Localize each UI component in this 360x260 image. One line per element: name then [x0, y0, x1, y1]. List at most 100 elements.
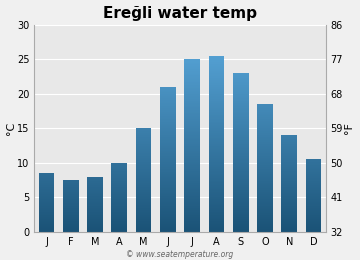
Bar — [233, 117, 249, 118]
Bar — [63, 231, 78, 232]
Bar — [257, 131, 273, 132]
Bar — [233, 138, 249, 139]
Bar — [208, 140, 224, 141]
Bar — [160, 91, 176, 92]
Bar — [87, 222, 103, 223]
Bar — [208, 204, 224, 205]
Bar — [233, 133, 249, 134]
Bar — [282, 213, 297, 214]
Bar — [208, 197, 224, 198]
Bar — [184, 209, 200, 210]
Bar — [257, 124, 273, 125]
Bar — [233, 193, 249, 194]
Bar — [208, 205, 224, 206]
Bar — [306, 228, 321, 229]
Bar — [184, 129, 200, 130]
Bar — [184, 81, 200, 82]
Bar — [160, 169, 176, 170]
Bar — [184, 119, 200, 120]
Bar — [39, 219, 54, 220]
Bar — [87, 208, 103, 209]
Bar — [257, 186, 273, 187]
Bar — [87, 221, 103, 222]
Bar — [257, 136, 273, 137]
Bar — [208, 195, 224, 196]
Bar — [184, 82, 200, 83]
Bar — [282, 223, 297, 224]
Bar — [257, 205, 273, 206]
Bar — [257, 156, 273, 157]
Bar — [136, 188, 152, 189]
Bar — [306, 208, 321, 209]
Bar — [160, 211, 176, 212]
Bar — [282, 224, 297, 225]
Bar — [136, 163, 152, 164]
Bar — [282, 187, 297, 188]
Bar — [233, 168, 249, 169]
Bar — [87, 202, 103, 203]
Bar — [63, 204, 78, 205]
Bar — [160, 130, 176, 131]
Bar — [160, 106, 176, 107]
Bar — [257, 123, 273, 124]
Bar — [184, 164, 200, 165]
Bar — [208, 168, 224, 169]
Bar — [160, 209, 176, 210]
Bar — [184, 161, 200, 162]
Bar — [63, 193, 78, 194]
Bar — [306, 220, 321, 221]
Bar — [233, 141, 249, 142]
Bar — [282, 178, 297, 179]
Bar — [208, 132, 224, 133]
Bar — [184, 174, 200, 175]
Bar — [233, 163, 249, 164]
Bar — [233, 112, 249, 113]
Bar — [184, 210, 200, 211]
Bar — [306, 226, 321, 227]
Bar — [233, 104, 249, 105]
Bar — [39, 179, 54, 180]
Bar — [208, 213, 224, 214]
Bar — [184, 148, 200, 149]
Bar — [160, 97, 176, 98]
Bar — [306, 222, 321, 223]
Bar — [184, 63, 200, 64]
Bar — [39, 188, 54, 189]
Bar — [233, 109, 249, 110]
Bar — [160, 223, 176, 224]
Bar — [208, 221, 224, 222]
Bar — [233, 88, 249, 89]
Bar — [160, 169, 176, 170]
Bar — [111, 188, 127, 189]
Bar — [136, 144, 152, 145]
Bar — [233, 123, 249, 124]
Bar — [306, 161, 321, 162]
Bar — [63, 229, 78, 230]
Bar — [136, 227, 152, 228]
Bar — [306, 209, 321, 210]
Bar — [136, 205, 152, 206]
Bar — [160, 224, 176, 225]
Bar — [208, 153, 224, 154]
Bar — [39, 183, 54, 184]
Bar — [208, 62, 224, 63]
Bar — [233, 83, 249, 84]
Bar — [233, 164, 249, 165]
Bar — [257, 187, 273, 188]
Bar — [233, 188, 249, 189]
Bar — [160, 199, 176, 200]
Bar — [208, 121, 224, 122]
Bar — [208, 173, 224, 174]
Bar — [111, 219, 127, 220]
Bar — [306, 217, 321, 218]
Bar — [39, 192, 54, 193]
Bar — [136, 230, 152, 231]
Bar — [160, 189, 176, 190]
Bar — [282, 164, 297, 165]
Bar — [233, 92, 249, 93]
Bar — [282, 136, 297, 137]
Bar — [39, 217, 54, 218]
Bar — [39, 206, 54, 207]
Bar — [136, 172, 152, 173]
Bar — [160, 160, 176, 161]
